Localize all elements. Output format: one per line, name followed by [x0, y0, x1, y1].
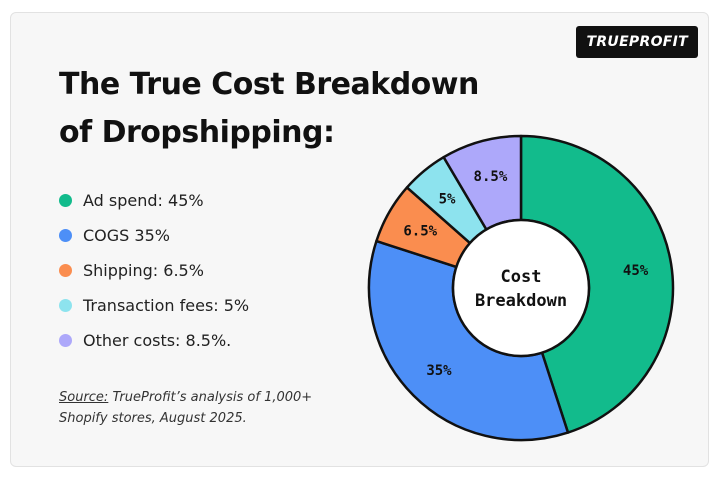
- center-label-line-1: Cost: [501, 267, 542, 287]
- donut-hole: [451, 218, 591, 358]
- source-note: Source: TrueProfit’s analysis of 1,000+ …: [59, 387, 359, 429]
- legend-label: Transaction fees: 5%: [83, 296, 250, 315]
- title-line-1: The True Cost Breakdown: [59, 67, 479, 102]
- title-line-2: of Dropshipping:: [59, 115, 335, 150]
- legend-item-other-costs: Other costs: 8.5%.: [59, 323, 249, 358]
- page-title: The True Cost Breakdown of Dropshipping:: [59, 61, 519, 157]
- legend-item-transaction-fees: Transaction fees: 5%: [59, 288, 249, 323]
- donut-chart: Cost Breakdown 45% 35% 6.5%5% 8.5%: [367, 134, 675, 442]
- trueprofit-logo: TRUEPROFIT: [576, 26, 698, 58]
- slice-label: 45%: [623, 263, 649, 279]
- slice-label: 8.5%: [474, 169, 508, 185]
- legend-dot: [59, 299, 72, 312]
- source-line-1: TrueProfit’s analysis of 1,000+: [108, 390, 313, 405]
- slice-label: 6.5%: [403, 224, 437, 240]
- infographic-card: TRUEPROFIT The True Cost Breakdown of Dr…: [10, 12, 709, 467]
- legend-dot: [59, 264, 72, 277]
- source-line-2: Shopify stores, August 2025.: [59, 411, 247, 426]
- legend-label: Other costs: 8.5%.: [83, 331, 232, 350]
- legend-item-ad-spend: Ad spend: 45%: [59, 183, 249, 218]
- slice-label: 5%: [439, 192, 456, 208]
- legend-label: COGS 35%: [83, 226, 170, 245]
- legend-label: Ad spend: 45%: [83, 191, 204, 210]
- legend-dot: [59, 194, 72, 207]
- chart-legend: Ad spend: 45% COGS 35% Shipping: 6.5% Tr…: [59, 183, 249, 358]
- donut-slices: [367, 134, 675, 442]
- center-label-line-2: Breakdown: [475, 291, 567, 311]
- legend-item-cogs: COGS 35%: [59, 218, 249, 253]
- legend-item-shipping: Shipping: 6.5%: [59, 253, 249, 288]
- source-label: Source:: [59, 390, 109, 405]
- slice-labels: 45% 35% 6.5%5% 8.5%: [403, 169, 648, 379]
- slice-label: 35%: [426, 363, 452, 379]
- legend-dot: [59, 334, 72, 347]
- legend-label: Shipping: 6.5%: [83, 261, 204, 280]
- legend-dot: [59, 229, 72, 242]
